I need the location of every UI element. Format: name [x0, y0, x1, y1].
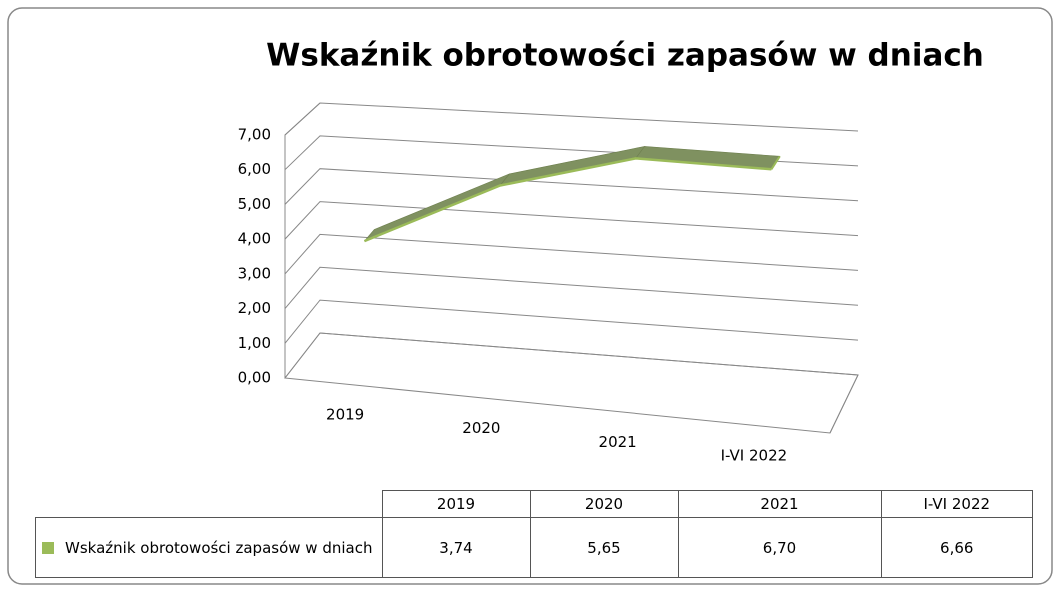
grid-line [284, 233, 859, 275]
legend-cell: Wskaźnik obrotowości zapasów w dniach [35, 517, 383, 578]
x-tick-label: 2021 [599, 433, 637, 451]
value-cell: 6,66 [880, 517, 1033, 578]
series-line [363, 157, 772, 243]
ribbon-end [770, 155, 781, 170]
header-cell: I-VI 2022 [880, 490, 1033, 518]
table-row: Wskaźnik obrotowości zapasów w dniach 3,… [35, 517, 1033, 578]
x-tick-label: 2020 [462, 419, 500, 437]
table-header: 2019 2020 2021 I-VI 2022 [35, 490, 1033, 518]
legend-entry: Wskaźnik obrotowości zapasów w dniach [36, 537, 382, 559]
grid-line [284, 332, 859, 379]
legend-key [42, 541, 54, 554]
y-tick-label: 2,00 [238, 299, 271, 317]
grid-line [284, 168, 859, 205]
side-wall [829, 374, 859, 434]
x-tick-label: I-VI 2022 [721, 447, 788, 465]
y-tick-label: 0,00 [238, 369, 271, 387]
grid-line [284, 299, 859, 344]
y-tick-label: 5,00 [238, 195, 271, 213]
value-cell: 5,65 [529, 517, 679, 578]
legend-label: Wskaźnik obrotowości zapasów w dniach [65, 538, 373, 557]
y-tick-label: 6,00 [238, 160, 271, 178]
grid-line [284, 102, 859, 136]
corner-cell [35, 490, 383, 518]
header-cell: 2021 [677, 490, 882, 518]
header-cell: 2020 [529, 490, 679, 518]
y-tick-label: 7,00 [238, 126, 271, 144]
data-table: 2019 2020 2021 I-VI 2022 Wskaźnik obroto… [35, 490, 1033, 578]
value-cell: 3,74 [381, 517, 531, 578]
value-cell: 6,70 [677, 517, 882, 578]
y-tick-label: 4,00 [238, 230, 271, 248]
grid-line [284, 266, 859, 309]
header-cell: 2019 [381, 490, 531, 518]
y-tick-label: 1,00 [238, 334, 271, 352]
y-tick-label: 3,00 [238, 264, 271, 282]
chart-frame [7, 7, 1053, 585]
grid-line [284, 201, 859, 240]
chart-title: Wskaźnik obrotowości zapasów w dniach [266, 38, 984, 74]
x-tick-label: 2019 [326, 405, 364, 423]
